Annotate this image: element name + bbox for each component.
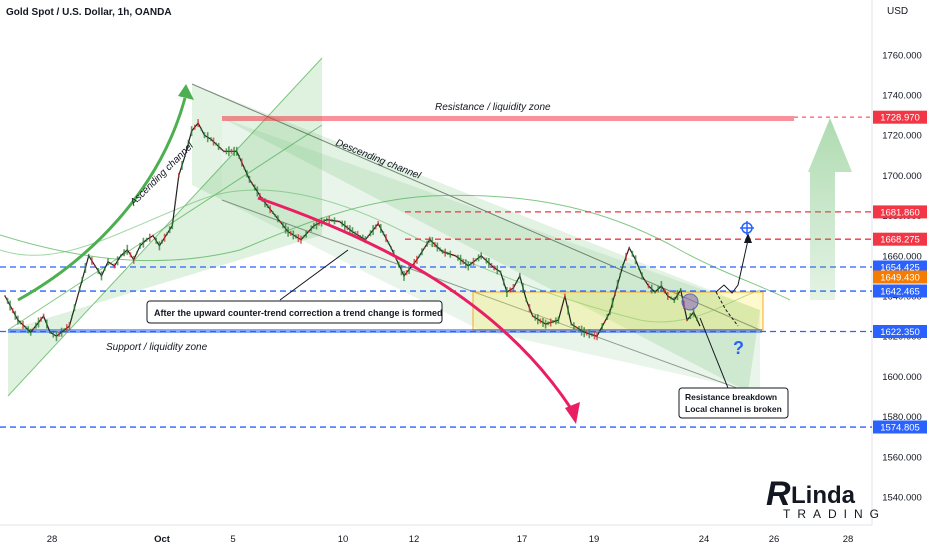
x-tick-label: Oct (154, 534, 171, 545)
consolidation-zone (472, 291, 764, 331)
price-tag: 1728.970 (873, 110, 927, 124)
bull-arrow-head (178, 84, 194, 100)
ascending-channel-line-lower (7, 124, 323, 331)
y-tick-label: 1760.000 (882, 50, 922, 61)
resistance-zone-label: Resistance / liquidity zone (435, 102, 551, 113)
price-tag-label: 1668.275 (880, 235, 920, 246)
target-icon (740, 221, 754, 235)
brand-logo: R Linda TRADING (766, 475, 886, 521)
support-zone-label: Support / liquidity zone (106, 342, 208, 353)
bear-arrow-head (565, 402, 580, 424)
y-tick-label: 1540.000 (882, 493, 922, 504)
svg-text:R: R (766, 475, 791, 513)
price-tag: 1668.275 (873, 232, 927, 246)
x-tick-label: 19 (589, 534, 600, 545)
breakdown-marker (681, 293, 699, 311)
logo-subtext: TRADING (783, 507, 886, 521)
x-tick-label: 26 (769, 534, 780, 545)
breakdown-text-line2: Local channel is broken (685, 404, 782, 414)
big-bull-arrow (808, 118, 852, 300)
x-tick-label: 28 (843, 534, 854, 545)
price-tag: 1622.350 (873, 325, 927, 338)
x-axis-ticks: 28 Oct 5 10 12 17 19 24 26 28 (47, 534, 854, 545)
x-tick-label: 5 (230, 534, 235, 545)
price-tag-label: 1622.350 (880, 327, 920, 338)
price-tag: 1649.430 (873, 270, 927, 284)
resistance-zone-bar (222, 116, 794, 121)
question-mark: ? (733, 338, 744, 358)
y-tick-label: 1660.000 (882, 251, 922, 262)
price-tag-label: 1642.465 (880, 287, 920, 298)
x-tick-label: 24 (699, 534, 710, 545)
y-tick-label: 1560.000 (882, 452, 922, 463)
symbol-title: Gold Spot / U.S. Dollar, 1h, OANDA (6, 7, 172, 18)
price-tag-label: 1681.860 (880, 207, 920, 218)
x-tick-label: 10 (338, 534, 349, 545)
moving-average-slow (0, 194, 791, 301)
price-tag-label: 1574.805 (880, 423, 920, 434)
breakdown-callout (678, 387, 789, 419)
ascending-channel-label: Ascending channel (128, 140, 197, 209)
y-tick-label: 1600.000 (882, 372, 922, 383)
y-tick-label: 1740.000 (882, 91, 922, 102)
x-tick-label: 17 (517, 534, 528, 545)
price-tag-label: 1728.970 (880, 113, 920, 124)
x-tick-label: 12 (409, 534, 420, 545)
y-tick-label: 1720.000 (882, 131, 922, 142)
price-tag-label: 1649.430 (880, 273, 920, 284)
price-tags: 1728.970 1681.860 1668.275 1654.4251649.430… (873, 110, 927, 434)
price-tag: 1654.425 (873, 260, 927, 274)
descending-channel-area (192, 84, 760, 392)
price-tag: 1574.805 (873, 420, 927, 434)
price-series-noise (4, 119, 698, 342)
trend-change-text: After the upward counter-trend correctio… (154, 308, 443, 318)
bear-curve-arrow (257, 196, 574, 411)
price-tag-label: 1654.425 (880, 263, 920, 274)
x-tick-label: 28 (47, 534, 58, 545)
y-tick-label: 1580.000 (882, 412, 922, 423)
projection-up (715, 239, 749, 294)
level-lines (0, 116, 872, 428)
projection-down (715, 291, 739, 327)
trend-change-callout (146, 300, 443, 324)
currency-label: USD (887, 6, 908, 17)
logo-text: Linda (791, 482, 856, 509)
bull-curve-arrow (17, 97, 187, 302)
price-tag: 1642.465 (873, 284, 927, 298)
y-tick-label: 1700.000 (882, 171, 922, 182)
descending-channel-line-lower (221, 199, 749, 393)
moving-average-fast (0, 189, 761, 323)
price-tag: 1681.860 (873, 205, 927, 219)
breakdown-text-line1: Resistance breakdown (685, 392, 777, 402)
